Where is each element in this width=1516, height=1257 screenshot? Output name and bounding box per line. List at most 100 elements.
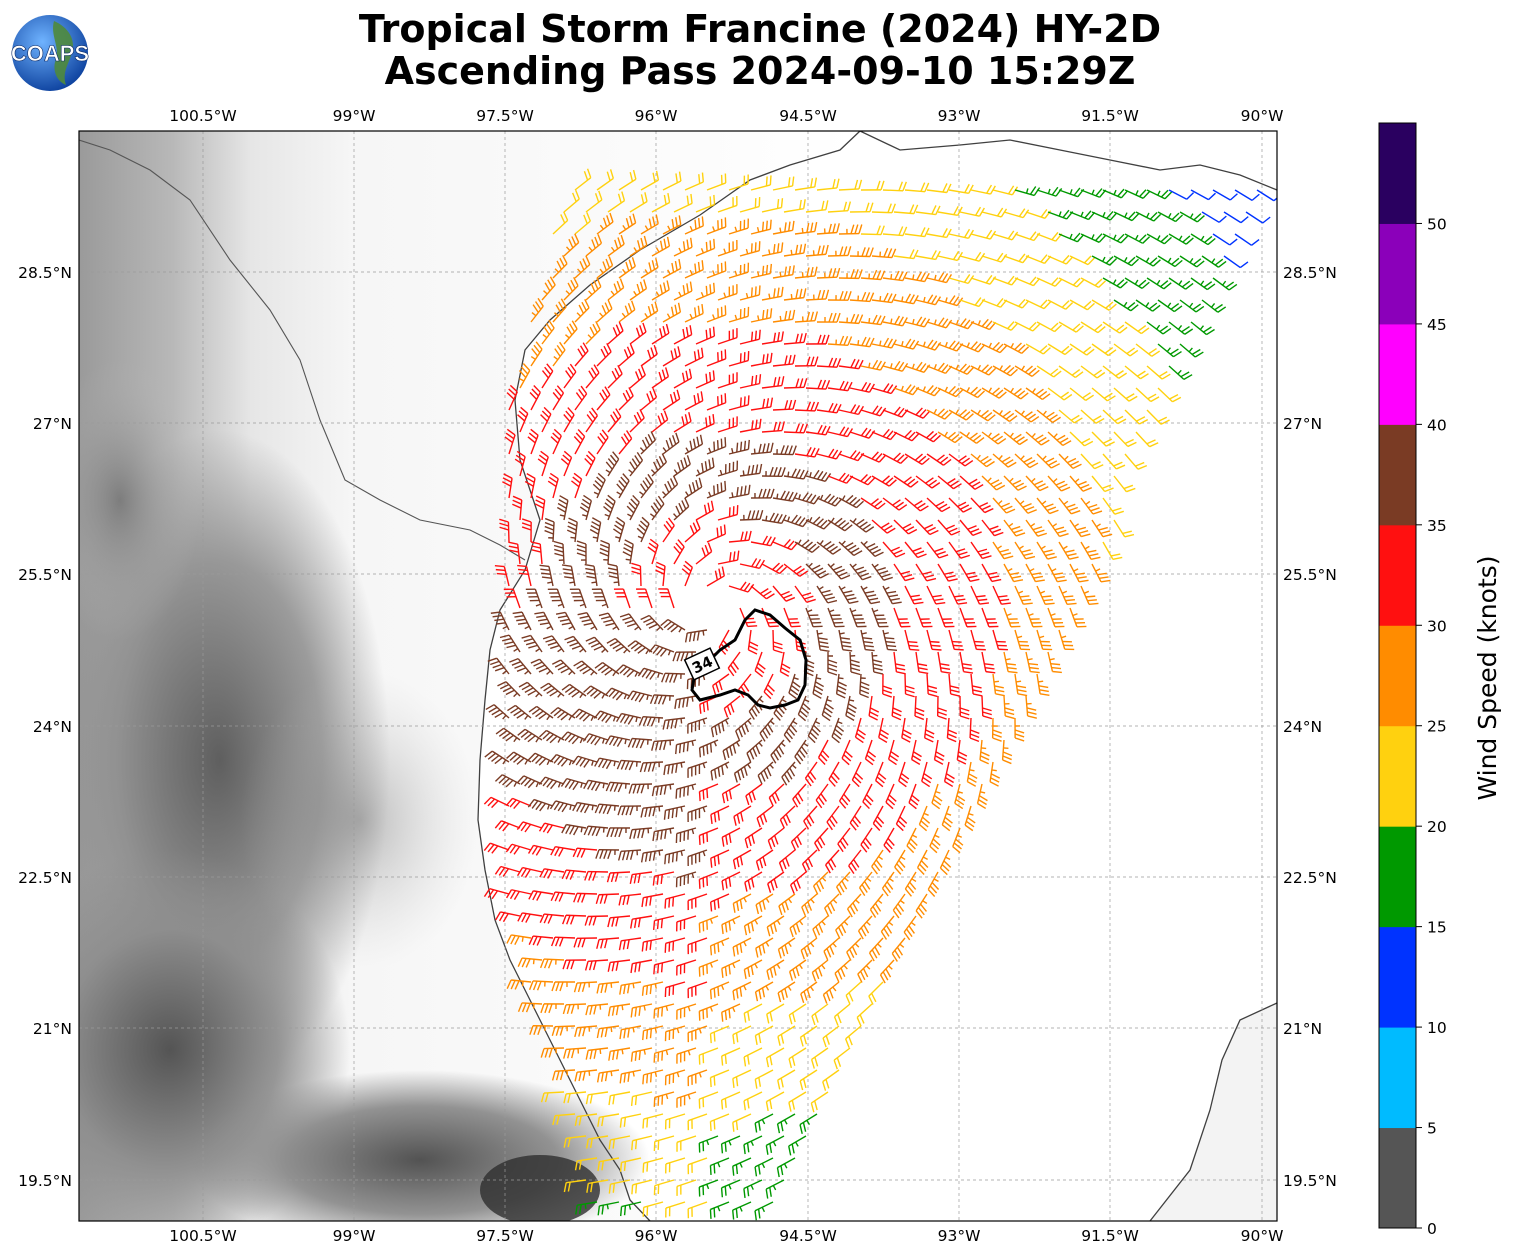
wind-barb-flag [689,325,693,335]
wind-barb-half [546,715,551,721]
wind-barb-flag [597,472,606,481]
wind-barb-flag [863,641,874,644]
wind-barb-flag [898,226,904,236]
wind-barb-flag [698,791,701,802]
wind-barb-flag [901,737,911,743]
wind-barb-flag [672,475,679,485]
wind-barb-flag [677,302,682,313]
wind-barb-flag [1049,368,1059,376]
wind-barb-flag [957,206,963,216]
wind-barb-flag [681,372,686,383]
wind-barb-flag [1019,595,1030,598]
wind-barb-half [923,296,926,303]
wind-barb-flag [716,440,719,450]
wind-barb-flag [649,896,652,906]
wind-barb-flag [836,312,841,323]
wind-barb-flag [995,343,1004,352]
wind-barb-flag [649,671,656,680]
wind-barb-flag [1032,278,1041,287]
wind-barb-flag [553,544,564,549]
wind-barb-flag [693,351,697,361]
wind-barb-flag [627,303,633,313]
wind-barb-half [644,225,649,231]
wind-barb-flag [740,768,745,779]
wind-barb-flag [570,1004,575,1014]
map-area: 34 [79,131,1277,1221]
wind-barb-flag [722,750,727,761]
wind-barb-flag [899,816,908,824]
wind-barb-half [792,720,798,725]
wind-barb-flag [781,776,788,786]
wind-barb-flag [548,1048,553,1058]
wind-barb-flag [904,384,912,393]
wind-barb-flag [792,681,801,688]
wind-barb-half [739,1162,743,1168]
wind-barb-flag [720,526,723,536]
wind-barb-flag [875,859,883,868]
wind-barb-flag [830,858,837,868]
wind-barb-flag [517,568,528,572]
wind-barb-flag [736,901,740,911]
wind-barb-flag [598,612,609,617]
wind-barb-half [565,246,571,252]
wind-barb-flag [827,671,838,676]
wind-barb-flag [755,948,759,958]
wind-barb-half [637,535,643,539]
wind-barb-flag [800,746,808,755]
wind-barb-half [1113,234,1117,240]
wind-barb-flag [841,797,849,806]
wind-barb-flag [736,814,741,824]
wind-barb-flag [601,1205,604,1215]
wind-barb-half [987,477,992,483]
wind-barb-flag [567,1182,571,1192]
wind-barb-flag [585,567,595,571]
wind-barb-flag [814,1100,818,1111]
wind-barb-half [797,539,802,545]
wind-barb-flag [1051,277,1059,286]
wind-barb-flag [524,868,531,878]
wind-barb-flag [785,813,791,824]
wind-barb-flag [576,540,587,545]
wind-barb-flag [811,728,820,736]
wind-barb-flag [701,462,704,473]
wind-barb-flag [494,757,503,765]
wind-barb-flag [523,638,534,643]
wind-barb-flag [576,548,587,553]
wind-barb-flag [667,480,673,491]
wind-barb-flag [698,835,701,845]
wind-barb-flag [610,827,615,838]
wind-barb-flag [575,432,584,441]
wind-barb-half [1072,613,1078,617]
wind-barb-flag [978,502,989,508]
wind-barb-flag [816,518,824,526]
wind-barb-half [888,965,893,970]
wind-barb-flag [524,480,534,487]
wind-barb-flag [754,1079,758,1089]
wind-barb-flag [755,510,760,520]
wind-barb-flag [814,1056,819,1067]
wind-barb-flag [890,546,900,552]
wind-barb-flag [517,728,526,736]
wind-barb-flag [947,737,957,743]
wind-barb-flag [839,800,847,809]
wind-barb-flag [537,458,547,466]
wind-barb-flag [597,1117,600,1127]
wind-barb-flag [660,874,663,885]
wind-barb-flag [524,733,533,741]
wind-barb-half [601,648,606,653]
wind-barb-half [879,295,882,302]
wind-barb-flag [528,890,534,900]
wind-barb-flag [883,576,893,581]
wind-barb-flag [796,752,804,762]
wind-barb-flag [923,318,931,328]
wind-barb-flag [751,790,756,801]
wind-barb-flag [617,365,623,375]
wind-barb-half [1061,590,1068,594]
wind-barb-flag [818,757,826,766]
wind-barb-flag [902,574,913,578]
wind-barb-flag [878,570,889,575]
wind-barb-flag [1138,279,1147,287]
wind-barb-flag [1052,416,1061,424]
wind-barb-flag [880,729,889,736]
wind-barb-half [818,586,824,590]
